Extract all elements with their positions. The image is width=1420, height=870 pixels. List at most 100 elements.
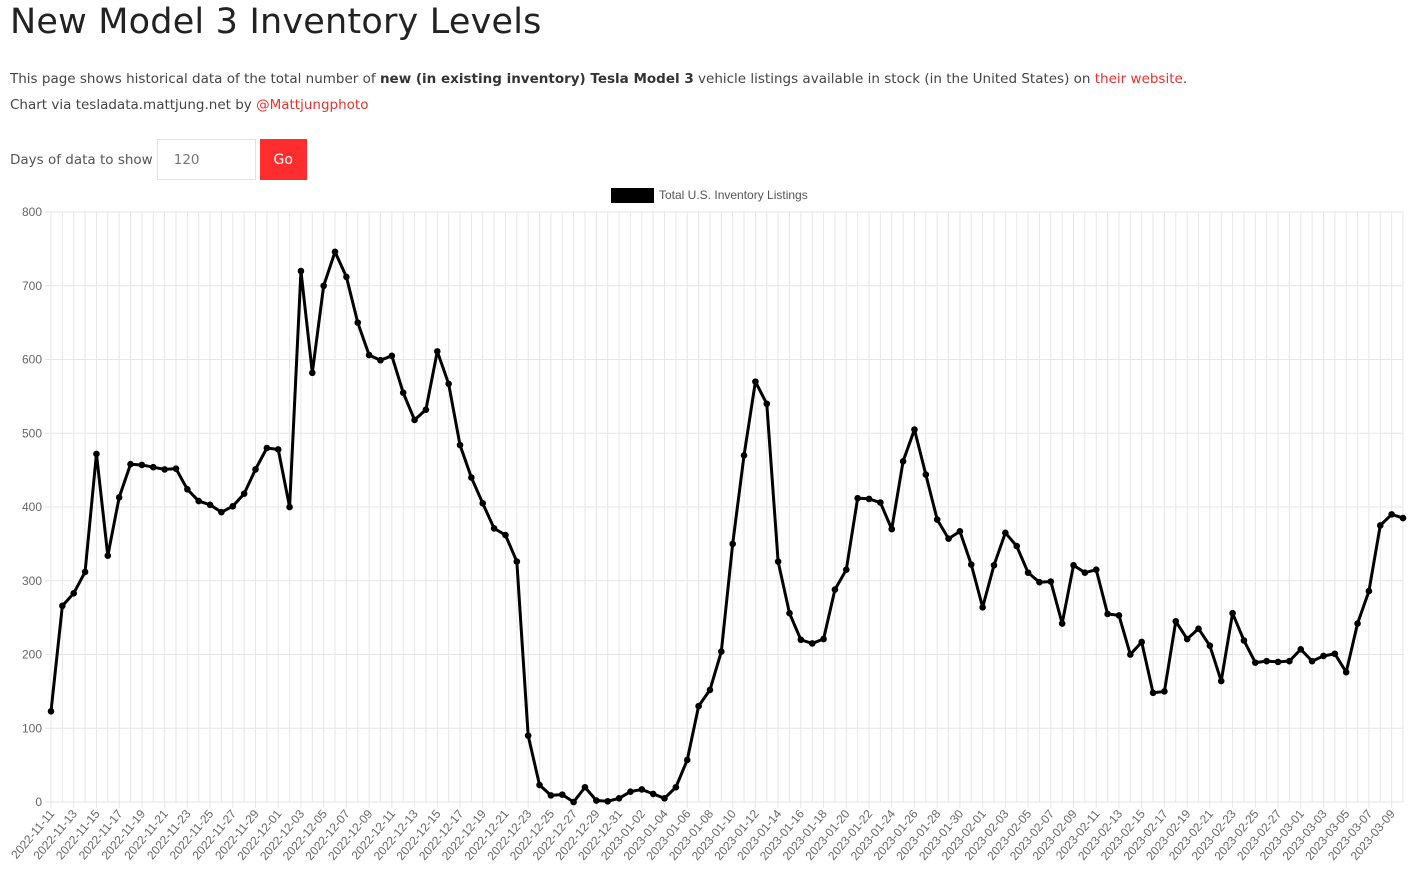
go-button[interactable]: Go [259, 139, 307, 180]
data-point [558, 791, 566, 798]
data-point [979, 604, 986, 611]
y-tick-label: 700 [22, 279, 42, 293]
data-point [593, 797, 600, 804]
data-point [967, 561, 975, 568]
y-tick-label: 800 [22, 205, 42, 219]
y-tick-label: 0 [35, 795, 42, 809]
y-tick-label: 300 [22, 574, 42, 588]
data-point [399, 389, 407, 396]
chart-legend: Total U.S. Inventory Listings [611, 188, 808, 203]
data-point [1058, 620, 1066, 627]
data-point [729, 540, 736, 548]
days-label: Days of data to show [10, 151, 153, 168]
data-point [1115, 612, 1123, 619]
data-point [1002, 529, 1009, 537]
data-point [933, 516, 941, 523]
data-point [456, 441, 464, 449]
data-point [842, 566, 850, 573]
y-axis: 0 100 200 300 400 500 600 700 800 [22, 205, 42, 809]
data-point [309, 369, 316, 377]
data-point [1354, 620, 1361, 627]
description-text: This page shows historical data of the t… [10, 71, 380, 87]
description-text-middle: vehicle listings available in stock (in … [693, 71, 1095, 87]
data-point [536, 781, 543, 789]
description-emphasis: new (in existing inventory) Tesla Model … [379, 71, 694, 87]
data-point [1376, 522, 1384, 529]
data-point [638, 786, 646, 793]
data-point [70, 589, 78, 597]
data-point [1104, 610, 1111, 618]
author-link[interactable]: @Mattjungphoto [256, 97, 369, 113]
data-point [149, 463, 157, 471]
data-point [1240, 637, 1248, 644]
data-point [922, 471, 930, 478]
data-point [854, 494, 861, 502]
data-point [320, 282, 327, 290]
data-point [47, 707, 55, 715]
data-point [911, 426, 918, 433]
data-point [661, 795, 668, 802]
series-points [47, 248, 1407, 806]
data-point [218, 508, 225, 516]
data-point [468, 474, 475, 481]
data-point [1331, 650, 1339, 658]
x-axis: 2022-11-112022-11-132022-11-152022-11-17… [8, 807, 1398, 863]
data-point [1172, 618, 1180, 625]
data-point [1070, 561, 1077, 569]
legend-label: Total U.S. Inventory Listings [659, 188, 808, 202]
data-point [411, 416, 418, 424]
data-point [127, 460, 134, 468]
data-point [240, 490, 248, 498]
data-point [343, 273, 350, 281]
data-point [115, 494, 123, 501]
data-point [138, 461, 146, 469]
data-point [422, 406, 430, 413]
credit-text: Chart via tesladata.mattjung.net by [10, 97, 257, 113]
data-point [1252, 659, 1259, 666]
data-point [81, 568, 89, 576]
days-controls: Days of data to show Go [10, 139, 307, 180]
data-point [615, 795, 623, 802]
data-point [104, 552, 112, 559]
data-point [899, 457, 907, 465]
y-tick-label: 400 [22, 500, 42, 514]
data-point [172, 465, 180, 472]
data-point [1308, 657, 1316, 665]
page-description: This page shows historical data of the t… [10, 70, 1187, 88]
data-point [945, 535, 952, 543]
tesla-website-link[interactable]: their website [1094, 71, 1183, 87]
data-point [513, 558, 521, 565]
data-point [229, 502, 237, 510]
data-point [1388, 511, 1395, 518]
data-point [627, 788, 634, 795]
data-point [286, 503, 293, 511]
data-point [479, 500, 487, 507]
y-tick-label: 200 [22, 648, 42, 662]
data-point [774, 558, 782, 565]
data-point [93, 450, 100, 458]
data-point [740, 452, 748, 459]
y-tick-label: 600 [22, 353, 42, 367]
data-point [195, 497, 202, 505]
data-point [865, 495, 873, 503]
data-point [1320, 652, 1327, 660]
data-point [1024, 569, 1032, 576]
data-point [274, 446, 282, 453]
data-point [297, 267, 305, 275]
data-point [206, 501, 214, 509]
data-point [1217, 677, 1225, 685]
data-point [808, 640, 816, 647]
data-point [1081, 569, 1089, 576]
page-title: New Model 3 Inventory Levels [10, 2, 542, 42]
data-point [547, 792, 555, 799]
data-point [820, 635, 827, 643]
data-point [161, 466, 168, 473]
data-point [888, 525, 896, 533]
data-point [718, 648, 725, 655]
data-point [786, 609, 793, 617]
data-point [59, 602, 66, 610]
data-point [1127, 651, 1134, 658]
data-point [490, 525, 498, 532]
days-input[interactable] [156, 139, 256, 180]
data-point [1297, 646, 1305, 653]
